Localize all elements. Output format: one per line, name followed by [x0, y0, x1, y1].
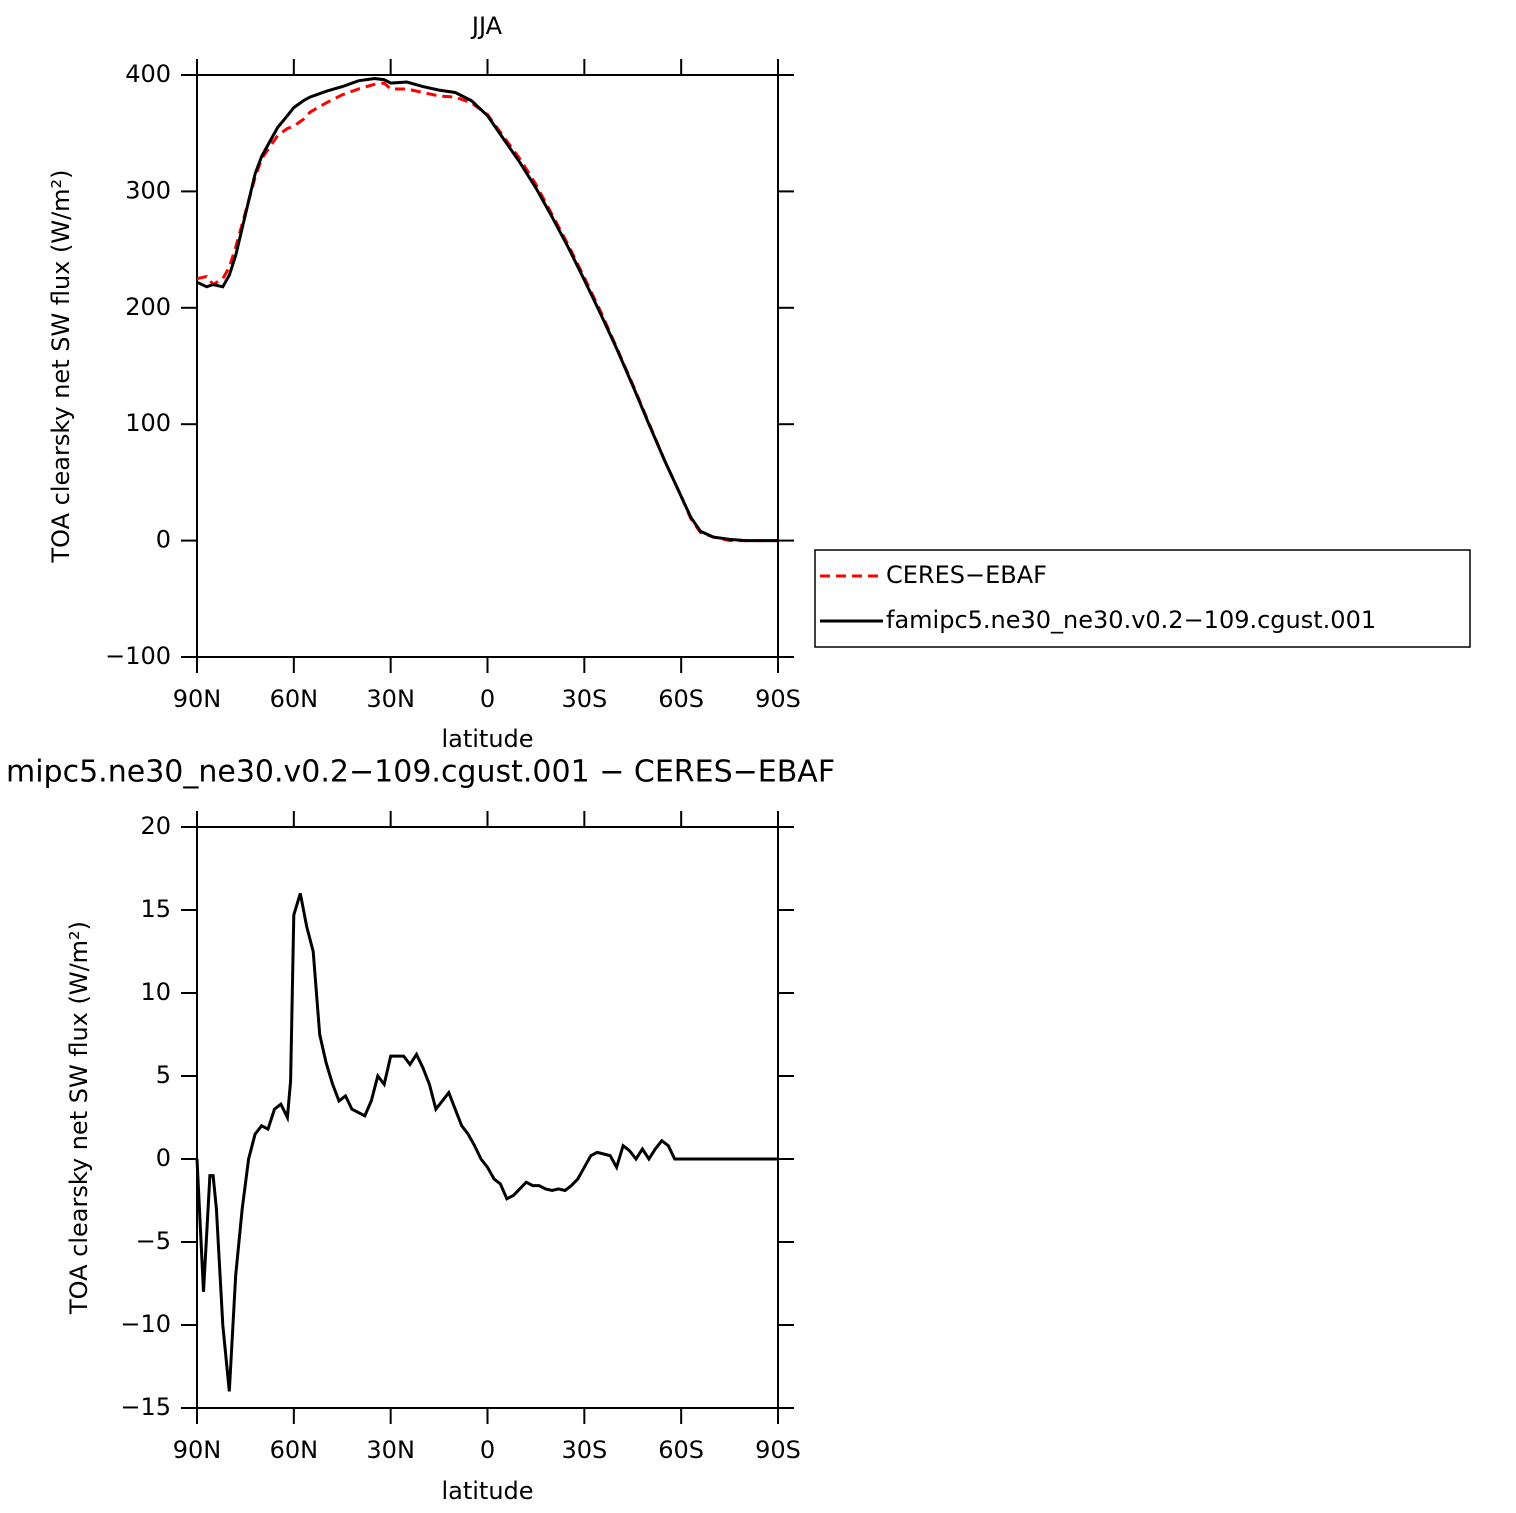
- legend-box: [814, 549, 1471, 648]
- data-line: [196, 81, 778, 543]
- x-tick-label: 0: [480, 685, 495, 713]
- x-tick-label: 60S: [658, 1436, 704, 1464]
- y-tick-label: 0: [156, 1144, 171, 1172]
- x-tick-label: 30S: [561, 685, 607, 713]
- y-tick-label: −5: [136, 1227, 171, 1255]
- chart-title: mipc5.ne30_ne30.v0.2−109.cgust.001 − CER…: [6, 755, 835, 790]
- y-tick-label: −15: [120, 1393, 171, 1421]
- plot-frame: [196, 74, 779, 658]
- data-line: [195, 892, 778, 1392]
- y-tick-label: 100: [125, 409, 171, 437]
- y-tick-label: 10: [140, 978, 171, 1006]
- y-tick-label: 400: [125, 60, 171, 88]
- x-tick-label: 30S: [561, 1436, 607, 1464]
- x-tick-label: 0: [480, 1436, 495, 1464]
- x-tick-label: 60N: [270, 685, 319, 713]
- y-axis-label: TOA clearsky net SW flux (W/m²): [47, 169, 75, 563]
- y-tick-label: 200: [125, 293, 171, 321]
- y-tick-label: −100: [105, 642, 171, 670]
- x-tick-label: 90S: [755, 685, 801, 713]
- y-tick-label: 300: [125, 176, 171, 204]
- x-axis-label: latitude: [441, 725, 533, 753]
- data-line: [196, 76, 778, 543]
- x-tick-label: 30N: [366, 1436, 415, 1464]
- y-tick-label: 15: [140, 895, 171, 923]
- x-tick-label: 30N: [366, 685, 415, 713]
- chart-title: JJA: [470, 12, 503, 40]
- y-tick-label: 5: [156, 1061, 171, 1089]
- y-tick-label: 20: [140, 812, 171, 840]
- legend-label: CERES−EBAF: [886, 561, 1047, 589]
- y-tick-label: −10: [120, 1310, 171, 1338]
- x-tick-label: 60N: [270, 1436, 319, 1464]
- x-tick-label: 60S: [658, 685, 704, 713]
- y-tick-label: 0: [156, 526, 171, 554]
- legend-label: famipc5.ne30_ne30.v0.2−109.cgust.001: [886, 606, 1376, 634]
- x-axis-label: latitude: [441, 1477, 533, 1505]
- x-tick-label: 90N: [173, 1436, 222, 1464]
- x-tick-label: 90N: [173, 685, 222, 713]
- x-tick-label: 90S: [755, 1436, 801, 1464]
- y-axis-label: TOA clearsky net SW flux (W/m²): [65, 921, 93, 1315]
- plot-frame: [196, 826, 779, 1409]
